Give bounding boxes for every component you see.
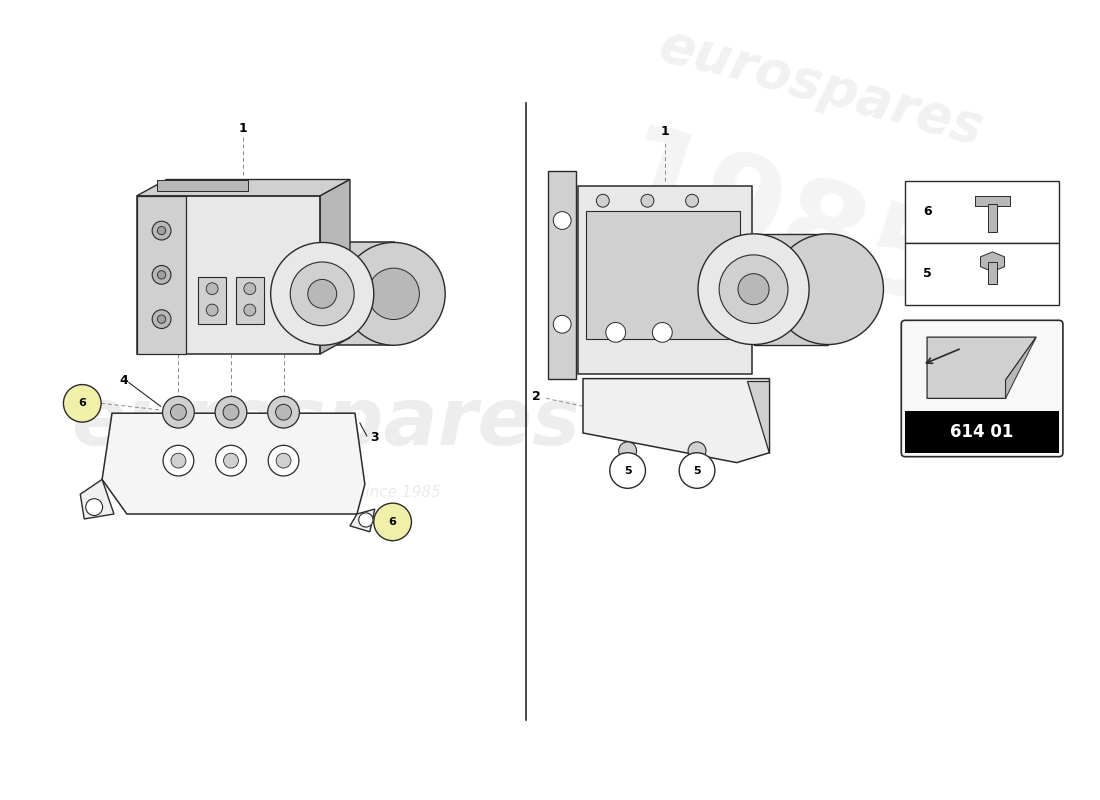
Circle shape bbox=[216, 446, 246, 476]
Polygon shape bbox=[80, 479, 114, 519]
Circle shape bbox=[152, 310, 170, 329]
Circle shape bbox=[157, 270, 166, 279]
Bar bbox=[905, 181, 1059, 242]
Text: 5: 5 bbox=[693, 466, 701, 475]
Bar bbox=[235, 277, 264, 324]
Circle shape bbox=[271, 242, 374, 346]
Polygon shape bbox=[747, 381, 769, 453]
Polygon shape bbox=[548, 171, 576, 378]
Circle shape bbox=[223, 404, 239, 420]
Text: 6: 6 bbox=[388, 517, 397, 527]
Circle shape bbox=[719, 255, 788, 323]
Circle shape bbox=[553, 315, 571, 333]
Text: 3: 3 bbox=[371, 431, 380, 445]
Text: 5: 5 bbox=[923, 267, 932, 280]
Circle shape bbox=[268, 446, 299, 476]
Text: 1: 1 bbox=[239, 122, 248, 134]
Text: 5: 5 bbox=[624, 466, 631, 475]
Bar bbox=[988, 262, 998, 283]
Text: 2: 2 bbox=[532, 390, 541, 403]
Text: eurospares: eurospares bbox=[70, 384, 580, 462]
Text: 6: 6 bbox=[78, 398, 86, 408]
Bar bbox=[198, 277, 226, 324]
Text: eurospares: eurospares bbox=[653, 19, 989, 155]
Circle shape bbox=[553, 212, 571, 230]
Circle shape bbox=[152, 222, 170, 240]
Circle shape bbox=[64, 385, 101, 422]
Circle shape bbox=[244, 304, 256, 316]
Bar bbox=[156, 181, 249, 191]
Text: 6: 6 bbox=[923, 206, 932, 218]
Circle shape bbox=[367, 268, 419, 319]
FancyBboxPatch shape bbox=[901, 320, 1063, 457]
Bar bbox=[322, 242, 394, 346]
Polygon shape bbox=[1005, 337, 1036, 398]
Bar bbox=[988, 204, 998, 232]
Polygon shape bbox=[136, 179, 350, 196]
Circle shape bbox=[652, 322, 672, 342]
Circle shape bbox=[163, 446, 194, 476]
Circle shape bbox=[374, 503, 411, 541]
Bar bbox=[905, 242, 1059, 305]
Circle shape bbox=[170, 404, 186, 420]
Circle shape bbox=[618, 442, 637, 460]
Polygon shape bbox=[980, 252, 1004, 272]
Circle shape bbox=[276, 404, 292, 420]
Circle shape bbox=[244, 282, 256, 294]
Bar bbox=[975, 196, 1011, 206]
Circle shape bbox=[157, 315, 166, 323]
Circle shape bbox=[267, 397, 299, 428]
Text: 1985: 1985 bbox=[602, 118, 961, 334]
Circle shape bbox=[308, 279, 337, 308]
Circle shape bbox=[170, 454, 186, 468]
Circle shape bbox=[206, 304, 218, 316]
Text: 4: 4 bbox=[120, 374, 129, 387]
Circle shape bbox=[641, 194, 653, 207]
Circle shape bbox=[223, 454, 239, 468]
Circle shape bbox=[86, 498, 102, 515]
Polygon shape bbox=[583, 378, 769, 462]
Circle shape bbox=[606, 322, 626, 342]
Circle shape bbox=[152, 266, 170, 284]
Polygon shape bbox=[102, 414, 365, 514]
Polygon shape bbox=[320, 179, 350, 354]
Bar bbox=[586, 210, 739, 339]
Circle shape bbox=[206, 282, 218, 294]
Circle shape bbox=[157, 226, 166, 234]
Circle shape bbox=[679, 453, 715, 488]
Bar bbox=[136, 196, 186, 354]
Circle shape bbox=[290, 262, 354, 326]
Circle shape bbox=[738, 274, 769, 305]
Circle shape bbox=[609, 453, 646, 488]
Circle shape bbox=[276, 454, 292, 468]
Text: 1: 1 bbox=[660, 125, 669, 138]
Bar bbox=[754, 234, 828, 345]
Bar bbox=[905, 411, 1059, 453]
Circle shape bbox=[685, 194, 698, 207]
Circle shape bbox=[342, 242, 446, 346]
Circle shape bbox=[772, 234, 883, 345]
Polygon shape bbox=[927, 337, 1036, 398]
Bar bbox=[578, 186, 751, 374]
Circle shape bbox=[359, 513, 373, 527]
Bar bbox=[136, 196, 320, 354]
Circle shape bbox=[698, 234, 810, 345]
Circle shape bbox=[163, 397, 195, 428]
Circle shape bbox=[216, 397, 246, 428]
Polygon shape bbox=[350, 509, 375, 532]
Text: a passion for parts since 1985: a passion for parts since 1985 bbox=[210, 485, 441, 500]
Circle shape bbox=[689, 442, 706, 460]
Circle shape bbox=[596, 194, 609, 207]
Text: 614 01: 614 01 bbox=[950, 423, 1014, 441]
